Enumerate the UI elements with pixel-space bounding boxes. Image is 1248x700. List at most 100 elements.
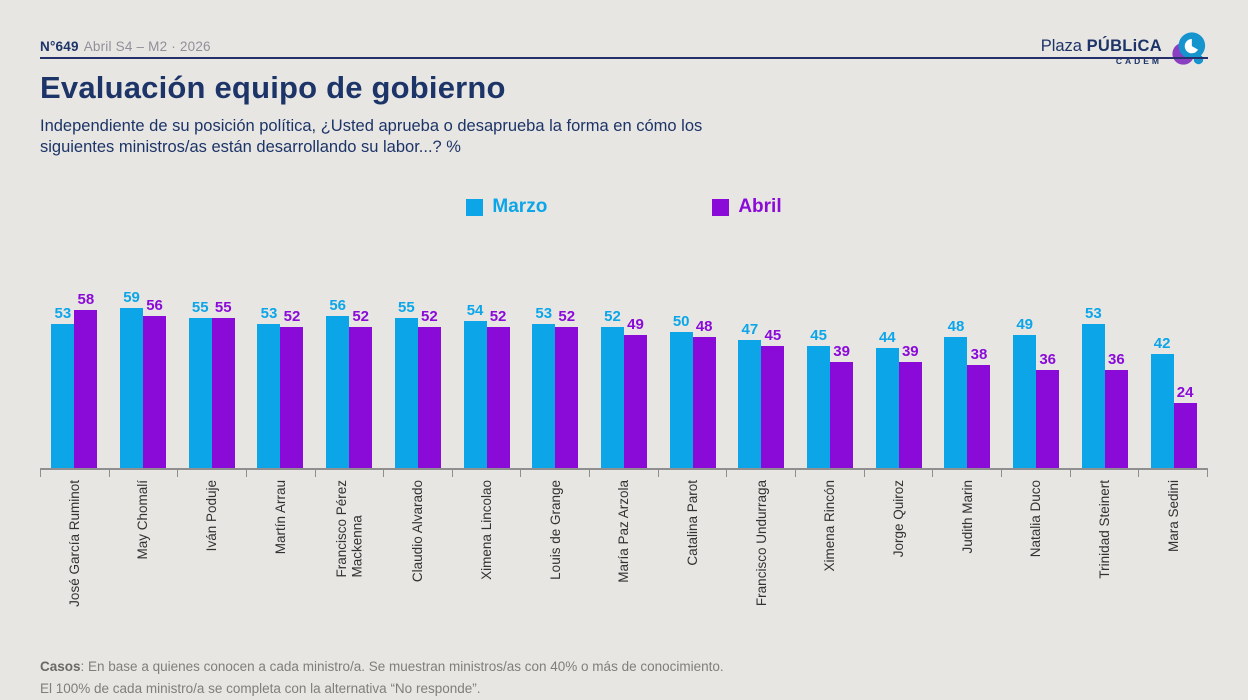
bar-column-abril: 52 xyxy=(417,308,441,468)
bar-marzo xyxy=(51,324,75,468)
footnote-line2: El 100% de cada ministro/a se completa c… xyxy=(40,680,481,696)
bar-marzo xyxy=(326,316,350,468)
axis-tick xyxy=(932,470,1001,477)
bar-marzo xyxy=(257,324,281,468)
bar-value-label: 39 xyxy=(833,343,850,360)
footnote: Casos: En base a quienes conocen a cada … xyxy=(40,656,1160,699)
bar-pair: 50 48 xyxy=(669,313,716,468)
bar-value-label: 24 xyxy=(1176,384,1194,401)
bar-column-marzo: 53 xyxy=(532,305,556,468)
bar-group: 55 52 xyxy=(384,299,453,468)
bar-marzo xyxy=(1150,354,1174,468)
bar-abril xyxy=(761,346,785,468)
bar-group: 53 52 xyxy=(246,305,315,468)
bar-abril xyxy=(280,327,304,468)
axis-tick xyxy=(40,470,109,477)
bar-abril xyxy=(692,337,716,468)
bar-abril xyxy=(830,362,854,468)
bars-row: 53 58 59 56 55 55 53 52 56 52 55 52 54 52 53 52 52 49 50 48… xyxy=(40,264,1208,468)
bar-marzo xyxy=(532,324,556,468)
bar-value-label: 52 xyxy=(421,308,438,325)
bar-value-label: 48 xyxy=(695,318,713,335)
bar-value-label: 52 xyxy=(558,308,576,325)
brand-logo: Plaza PÚBLiCA CADEM xyxy=(1041,30,1208,73)
bar-value-label: 52 xyxy=(604,308,621,325)
bar-marzo xyxy=(600,327,624,468)
bar-column-marzo: 44 xyxy=(875,329,899,468)
bar-value-label: 53 xyxy=(535,305,553,322)
bar-pair: 53 36 xyxy=(1081,305,1128,468)
bar-column-marzo: 53 xyxy=(51,305,75,468)
page-title: Evaluación equipo de gobierno xyxy=(40,70,506,105)
bar-column-marzo: 55 xyxy=(394,299,418,468)
bar-value-label: 53 xyxy=(1085,305,1102,322)
bar-abril xyxy=(211,318,235,468)
x-axis-label: Jorge Quiroz xyxy=(891,480,907,558)
axis-tick xyxy=(108,470,178,477)
bar-column-marzo: 52 xyxy=(600,308,624,468)
legend-label-abril: Abril xyxy=(738,196,782,217)
x-axis-label-cell: Mara Sedini xyxy=(1139,480,1208,652)
bar-value-label: 49 xyxy=(1016,316,1034,333)
x-axis-label: Ximena Lincolao xyxy=(478,480,494,580)
footnote-casos-label: Casos xyxy=(40,659,81,674)
axis-tick xyxy=(1000,470,1070,477)
x-axis-label: Mara Sedini xyxy=(1165,480,1181,553)
bar-group: 53 58 xyxy=(40,291,109,468)
x-axis-label: Ximena Rincón xyxy=(822,480,838,572)
bar-column-marzo: 45 xyxy=(807,327,831,468)
x-axis-label-cell: Iván Poduje xyxy=(177,480,246,652)
bar-column-marzo: 55 xyxy=(188,299,212,468)
bar-value-label: 36 xyxy=(1108,351,1125,368)
x-axis-label-cell: José García Ruminot xyxy=(40,480,109,652)
bar-column-abril: 48 xyxy=(692,318,716,468)
footnote-line1: : En base a quienes conocen a cada minis… xyxy=(80,659,724,674)
bar-group: 56 52 xyxy=(315,297,384,468)
bar-marzo xyxy=(1013,335,1037,468)
bar-value-label: 55 xyxy=(191,299,209,316)
x-axis-label-cell: Jorge Quiroz xyxy=(864,480,933,652)
bar-abril xyxy=(1173,403,1197,468)
bar-pair: 59 56 xyxy=(120,289,167,468)
bar-pair: 55 55 xyxy=(188,299,235,468)
bar-abril xyxy=(623,335,647,468)
brand-logo-text: Plaza PÚBLiCA CADEM xyxy=(1041,37,1162,66)
axis-tick xyxy=(1069,470,1139,477)
bar-value-label: 54 xyxy=(466,302,484,319)
bar-value-label: 48 xyxy=(947,318,965,335)
bar-abril xyxy=(417,327,441,468)
legend-item-marzo: Marzo xyxy=(466,196,547,218)
page-subtitle: Independiente de su posición política, ¿… xyxy=(40,117,703,157)
bar-column-abril: 45 xyxy=(761,327,785,468)
x-axis-label-cell: Francisco Pérez Mackenna xyxy=(315,480,384,652)
bar-column-marzo: 50 xyxy=(669,313,693,468)
bar-marzo xyxy=(669,332,693,468)
legend-item-abril: Abril xyxy=(712,196,782,218)
bar-pair: 45 39 xyxy=(807,327,854,468)
bar-column-abril: 52 xyxy=(555,308,579,468)
bar-pair: 48 38 xyxy=(944,318,991,468)
bar-group: 55 55 xyxy=(177,299,246,468)
x-axis-label-cell: Ximena Rincón xyxy=(796,480,865,652)
edition-period: Abril S4 – M2 · 2026 xyxy=(83,39,211,54)
x-axis-label: Natalia Duco xyxy=(1028,480,1044,558)
legend-label-marzo: Marzo xyxy=(492,196,548,217)
bar-group: 44 39 xyxy=(864,329,933,468)
bar-value-label: 47 xyxy=(741,321,759,338)
bar-column-abril: 39 xyxy=(898,343,922,468)
bar-pair: 49 36 xyxy=(1013,316,1060,468)
axis-tick xyxy=(314,470,384,477)
plaza-publica-logo-icon xyxy=(1170,30,1208,73)
bar-abril xyxy=(1036,370,1060,468)
bar-value-label: 58 xyxy=(77,291,95,308)
bar-group: 47 45 xyxy=(727,321,796,468)
bar-value-label: 55 xyxy=(214,299,232,316)
x-axis-label: Francisco Undurraga xyxy=(753,480,769,607)
bar-value-label: 39 xyxy=(901,343,919,360)
axis-tick xyxy=(177,470,246,477)
header-divider xyxy=(40,57,1208,59)
bar-group: 42 24 xyxy=(1139,335,1208,468)
bar-column-marzo: 42 xyxy=(1150,335,1174,468)
axis-tick xyxy=(657,470,727,477)
